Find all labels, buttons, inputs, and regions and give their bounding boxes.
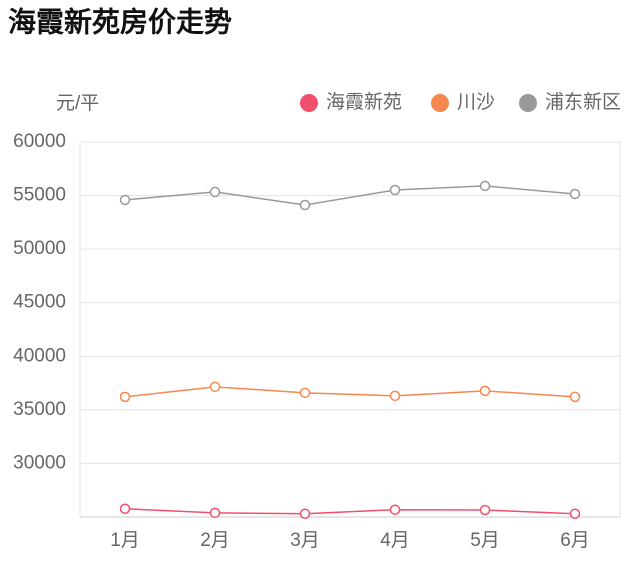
point: [389, 504, 401, 515]
point: [569, 508, 581, 520]
point: [479, 180, 491, 192]
legend-marker: [519, 94, 537, 112]
legend-marker: [431, 94, 449, 112]
point: [299, 199, 311, 211]
point: [209, 507, 221, 519]
x-tick-label: 1月: [110, 530, 140, 551]
y-tick-label: 55000: [13, 185, 66, 206]
x-tick-label: 2月: [200, 530, 230, 551]
chart-title: 海霞新苑房价走势: [8, 5, 232, 37]
point: [119, 391, 131, 403]
y-tick-label: 60000: [13, 131, 66, 152]
point: [299, 508, 311, 520]
series-line: [124, 185, 576, 206]
point: [299, 387, 311, 399]
x-tick-label: 3月: [290, 530, 320, 551]
y-tick-label: 30000: [13, 452, 66, 473]
point: [479, 504, 491, 516]
point: [209, 381, 221, 393]
point: [479, 385, 491, 397]
point: [119, 503, 131, 514]
point: [209, 186, 221, 198]
point: [569, 188, 581, 200]
point: [389, 184, 401, 196]
point: [389, 390, 401, 402]
x-tick-label: 4月: [380, 530, 410, 551]
y-tick-label: 35000: [13, 399, 66, 420]
y-axis-label: 元/平: [56, 93, 99, 114]
legend-label: 川沙: [457, 92, 495, 113]
legend-label: 浦东新区: [545, 91, 621, 113]
x-tick-label: 5月: [470, 530, 500, 551]
y-tick-label: 50000: [13, 238, 66, 259]
series-line: [124, 508, 576, 515]
x-tick-label: 6月: [560, 530, 590, 551]
y-tick-label: 40000: [13, 345, 66, 366]
point: [569, 391, 581, 403]
y-tick-label: 45000: [13, 292, 66, 313]
legend-label: 海霞新苑: [326, 91, 402, 113]
series-line: [124, 386, 576, 398]
legend-marker: [300, 94, 318, 112]
point: [119, 194, 131, 206]
